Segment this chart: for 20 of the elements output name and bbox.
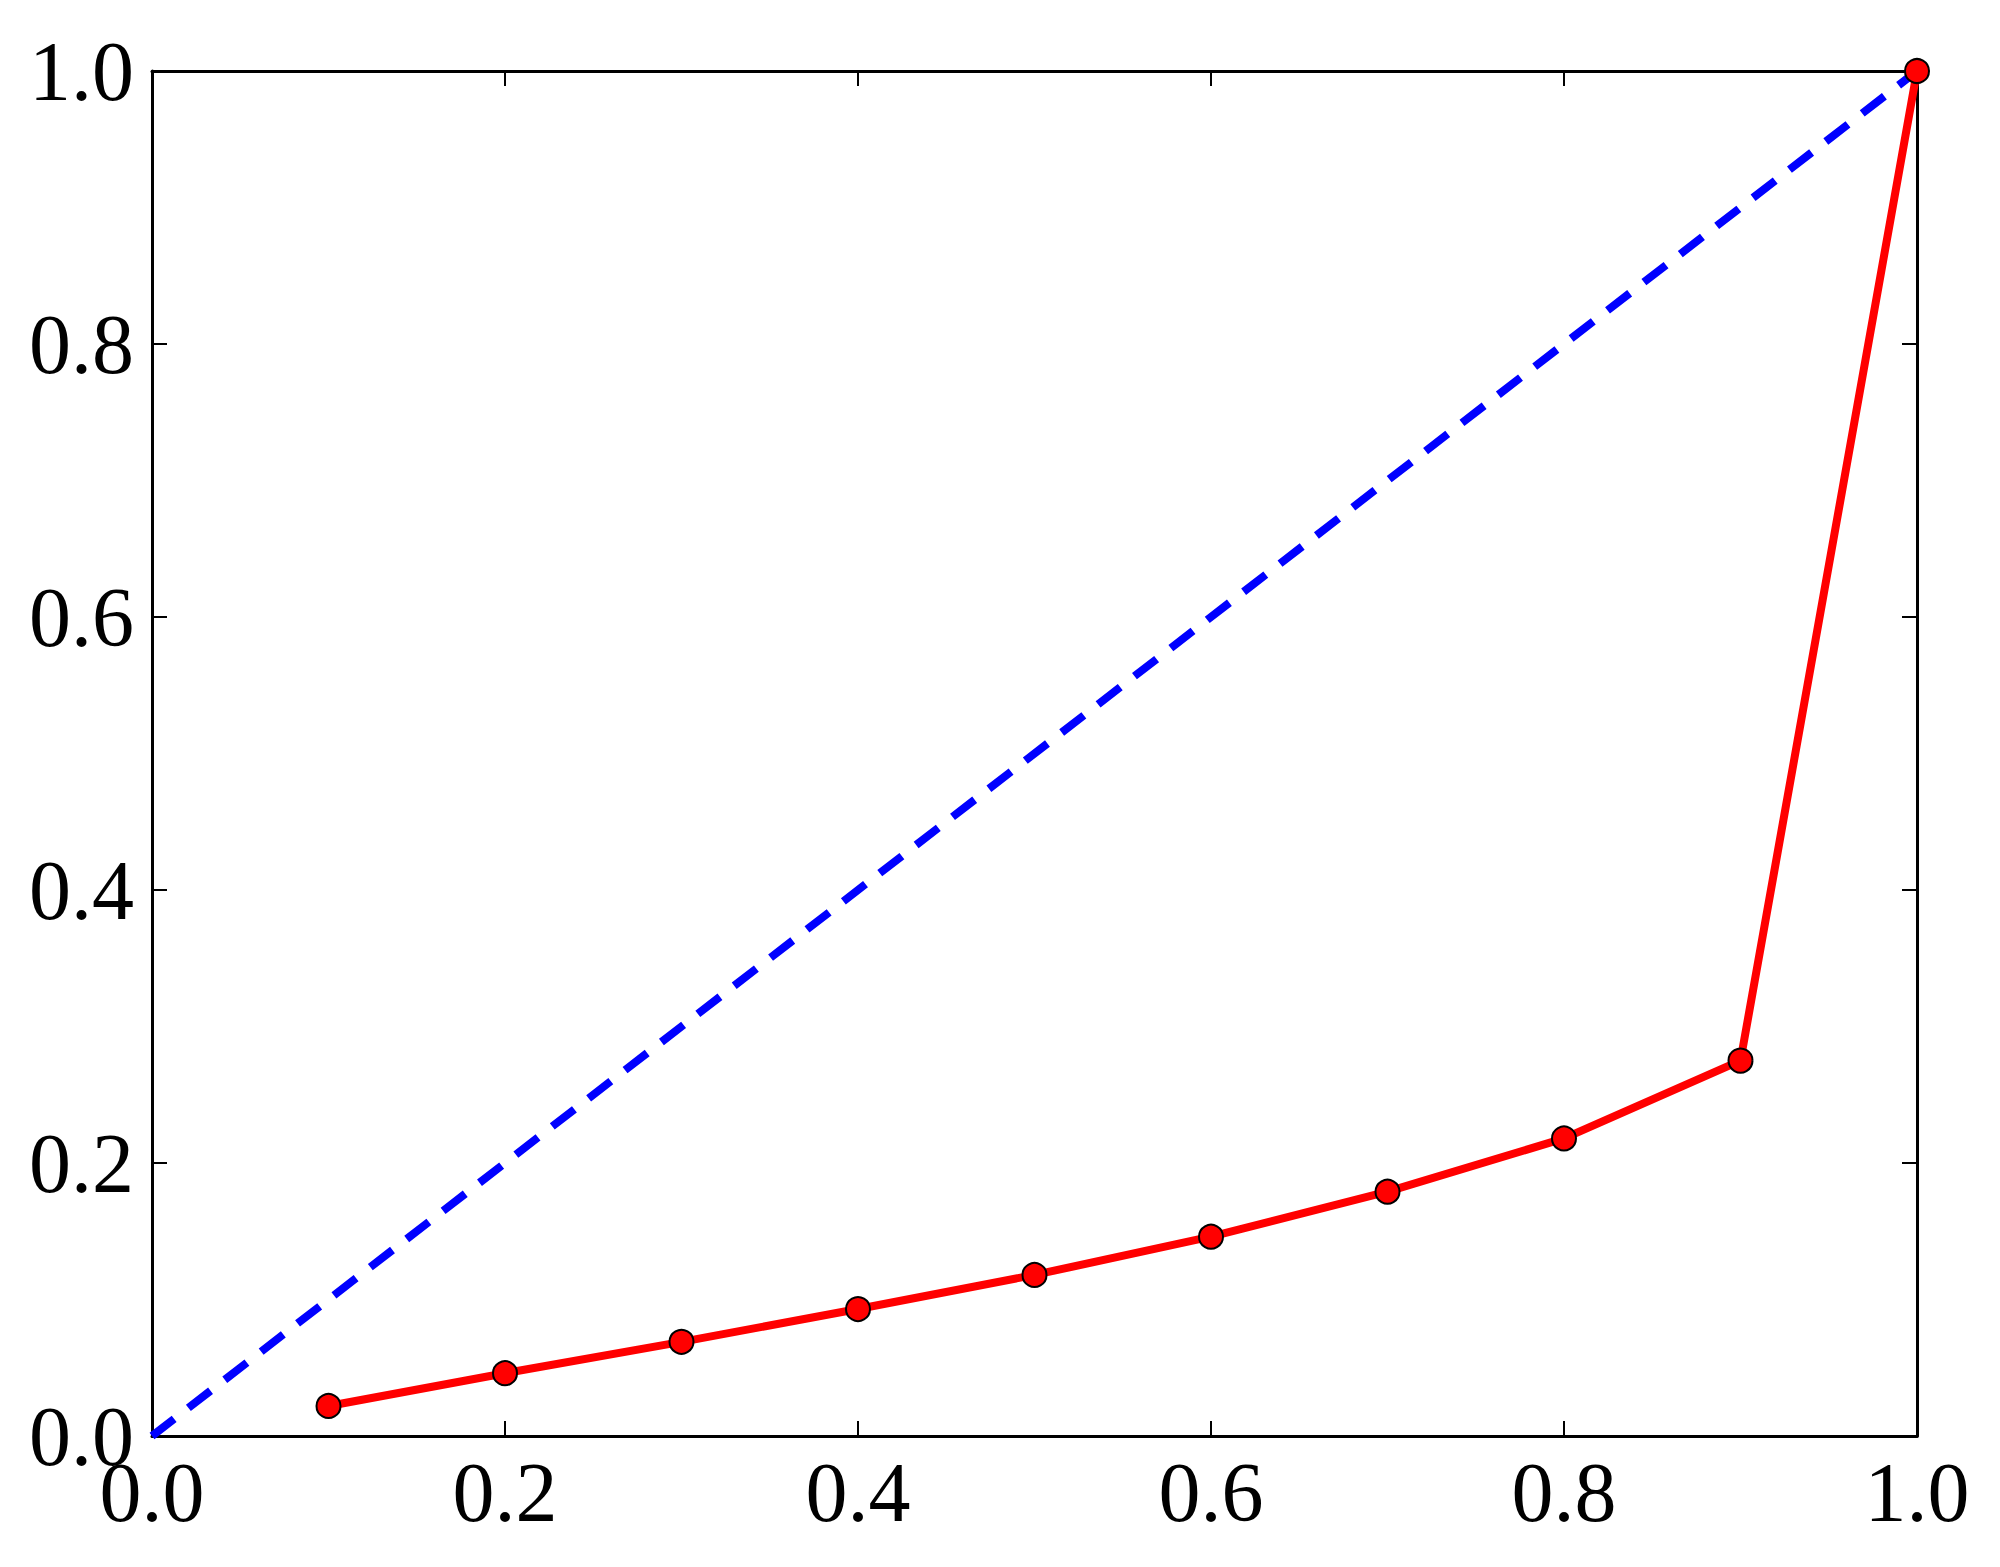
x-tick-label: 1.0 [1864, 1445, 1970, 1539]
y-tick-label: 0.6 [29, 570, 134, 664]
point [1551, 1125, 1577, 1152]
point [1727, 1047, 1754, 1074]
x-tick-label: 0.4 [805, 1445, 911, 1539]
point [492, 1360, 518, 1387]
point [845, 1296, 871, 1323]
y-tick-label: 0.8 [29, 297, 134, 391]
point [1021, 1261, 1048, 1288]
x-tick-label: 0.2 [452, 1445, 558, 1539]
y-tick-label: 1.0 [29, 24, 134, 118]
point [668, 1328, 695, 1355]
point [1904, 58, 1930, 84]
x-tick-label: 0.6 [1158, 1445, 1264, 1539]
point [1374, 1178, 1401, 1205]
y-tick-label: 0.2 [29, 1116, 134, 1210]
y-tick-label: 0.4 [29, 843, 134, 937]
x-tick-label: 0.8 [1511, 1445, 1617, 1539]
point [1198, 1223, 1224, 1250]
point [315, 1392, 342, 1419]
